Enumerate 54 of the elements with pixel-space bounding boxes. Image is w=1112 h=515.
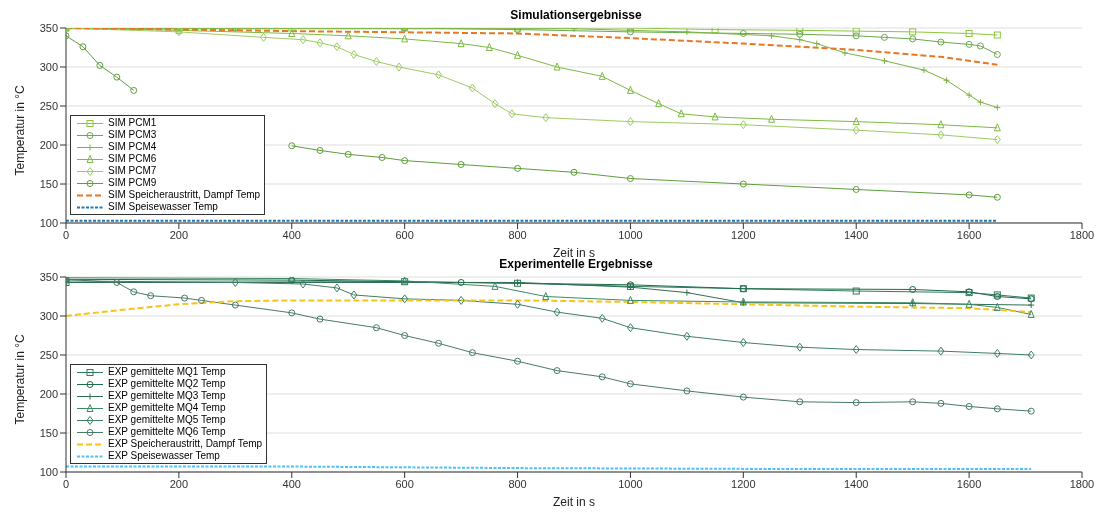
x-tick-label: 200 [169,477,189,490]
legend-label: EXP Speisewasser Temp [108,450,220,462]
x-tick-label: 600 [395,228,414,241]
chart-title: Experimentelle Ergebnisse [498,257,654,271]
x-tick-label: 1600 [956,477,982,490]
legend-label: EXP gemittelte MQ6 Temp [108,426,226,438]
legend-label: EXP gemittelte MQ5 Temp [108,414,226,426]
y-tick-label: 200 [39,138,58,151]
y-tick-label: 100 [39,216,58,229]
legend-label: SIM Speisewasser Temp [108,201,218,213]
x-axis-title: Zeit in s [552,246,596,260]
x-tick-label: 1400 [843,477,869,490]
legend-label: SIM PCM7 [108,165,157,177]
x-tick-label: 1000 [618,228,643,241]
y-tick-label: 150 [39,426,58,439]
legend-label: EXP gemittelte MQ2 Temp [108,378,226,390]
x-tick-label: 1800 [1069,477,1095,490]
x-tick-label: 0 [62,228,70,241]
legend-label: SIM Speicheraustritt, Dampf Temp [108,189,261,201]
x-axis-title: Zeit in s [552,495,596,509]
legend-label: SIM PCM9 [108,177,157,189]
legend-label: SIM PCM6 [108,153,157,165]
y-axis-title: Temperatur in °C [13,334,28,425]
y-tick-label: 250 [39,99,58,112]
legend-label: SIM PCM3 [108,129,157,141]
x-tick-label: 200 [169,228,189,241]
y-tick-label: 300 [39,309,58,322]
x-tick-label: 1000 [618,477,643,490]
legend-label: SIM PCM4 [108,141,157,153]
y-tick-label: 350 [39,21,58,34]
legend-label: EXP gemittelte MQ1 Temp [108,366,226,378]
x-tick-label: 600 [395,477,414,490]
x-tick-label: 1600 [956,228,982,241]
legend-label: EXP gemittelte MQ3 Temp [108,390,226,402]
y-axis-title: Temperatur in °C [13,85,28,176]
chart-title: Simulationsergebnisse [509,8,643,22]
legend-label: SIM PCM1 [108,117,157,129]
x-tick-label: 400 [282,477,301,490]
y-tick-label: 250 [39,348,58,361]
x-tick-label: 1800 [1069,228,1095,241]
x-tick-label: 800 [508,228,527,241]
x-tick-label: 400 [282,228,301,241]
x-tick-label: 800 [508,477,527,490]
legend-label: EXP Speicheraustritt, Dampf Temp [108,438,263,450]
y-tick-label: 200 [39,387,58,400]
y-tick-label: 300 [39,60,58,73]
x-tick-label: 1400 [843,228,869,241]
x-tick-label: 1200 [731,477,756,490]
x-tick-label: 1200 [731,228,756,241]
x-tick-label: 0 [62,477,70,490]
y-tick-label: 150 [39,177,58,190]
y-tick-label: 100 [39,465,58,478]
y-tick-label: 350 [39,270,58,283]
legend-label: EXP gemittelte MQ4 Temp [108,402,226,414]
